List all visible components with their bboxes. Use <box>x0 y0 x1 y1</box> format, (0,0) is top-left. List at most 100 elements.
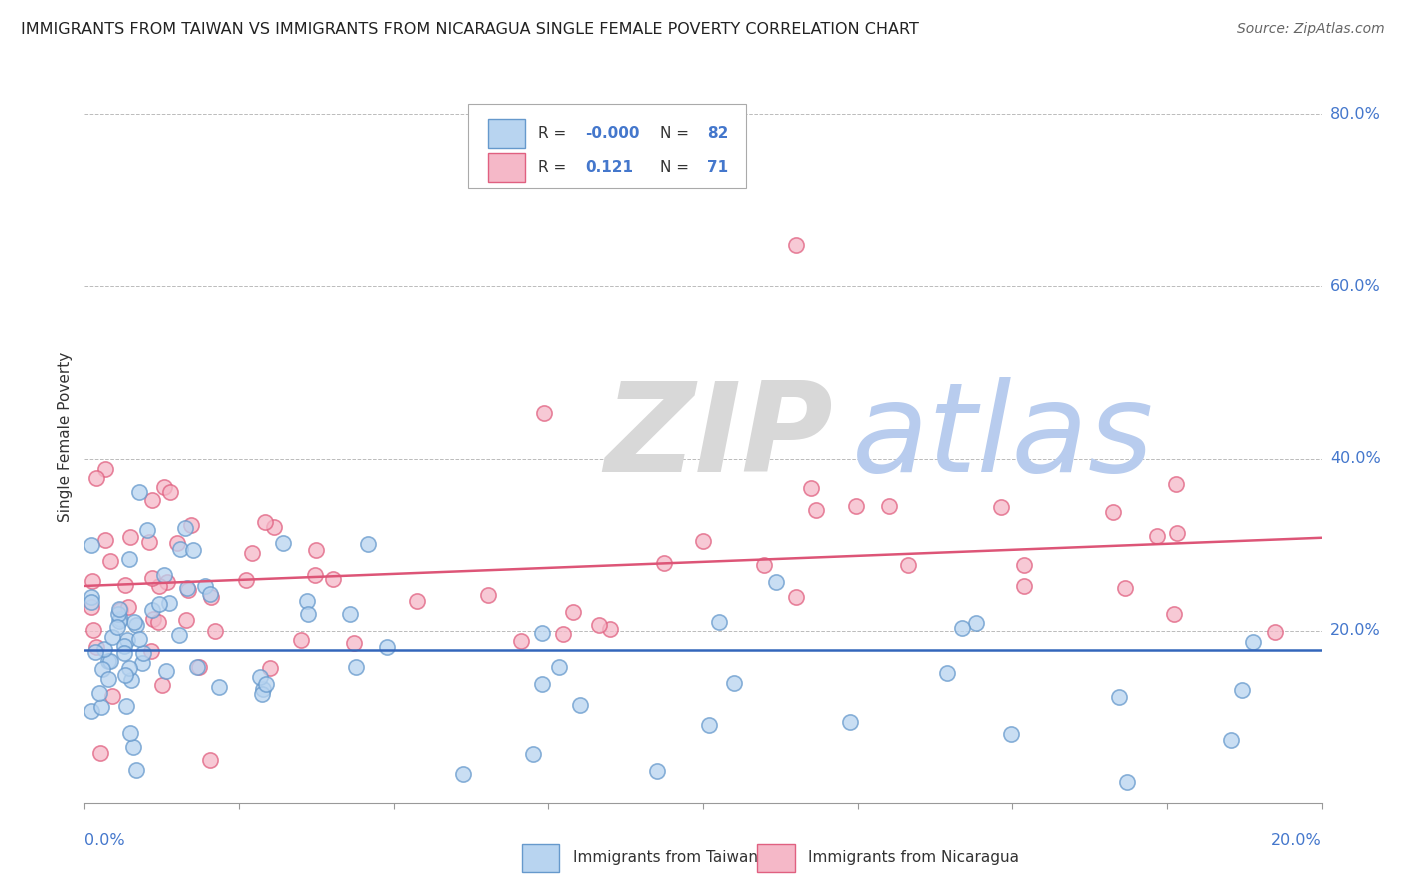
Point <box>120 673 142 688</box>
Point <box>169 541 191 556</box>
Point <box>1163 607 1185 622</box>
Point <box>131 656 153 670</box>
Point <box>709 615 731 630</box>
Point <box>204 624 226 638</box>
FancyBboxPatch shape <box>758 844 794 871</box>
Point <box>765 574 787 589</box>
Point <box>97 673 120 687</box>
Point <box>290 633 312 648</box>
Point <box>990 500 1012 514</box>
Point <box>723 676 745 690</box>
Point <box>304 543 326 558</box>
Point <box>105 620 128 634</box>
Point <box>120 530 142 544</box>
Point <box>252 687 274 701</box>
Point <box>936 665 959 680</box>
Text: 0.0%: 0.0% <box>84 833 125 848</box>
Text: IMMIGRANTS FROM TAIWAN VS IMMIGRANTS FROM NICARAGUA SINGLE FEMALE POVERTY CORREL: IMMIGRANTS FROM TAIWAN VS IMMIGRANTS FRO… <box>21 22 920 37</box>
Point <box>375 640 398 654</box>
Point <box>118 661 141 675</box>
Point <box>295 594 318 608</box>
Text: 82: 82 <box>707 126 728 141</box>
Point <box>1232 683 1254 698</box>
Point <box>89 746 111 760</box>
Point <box>79 599 101 614</box>
Point <box>1164 477 1187 491</box>
Point <box>79 705 101 719</box>
Point <box>112 640 135 654</box>
Point <box>240 546 263 560</box>
Point <box>125 764 148 778</box>
Point <box>965 615 987 630</box>
Point <box>343 636 366 650</box>
Point <box>752 558 775 573</box>
Point <box>114 578 136 592</box>
Point <box>107 602 129 616</box>
Point <box>1000 726 1022 740</box>
Point <box>84 640 107 654</box>
Point <box>562 606 585 620</box>
Point <box>785 590 807 604</box>
Point <box>107 607 129 622</box>
Point <box>94 462 117 476</box>
Point <box>153 568 176 582</box>
Point <box>339 607 361 621</box>
Point <box>259 661 281 675</box>
Text: 60.0%: 60.0% <box>1330 279 1381 294</box>
Point <box>132 646 155 660</box>
Point <box>89 685 111 699</box>
Point <box>152 480 174 494</box>
Point <box>79 538 101 552</box>
Point <box>128 632 150 646</box>
Point <box>877 500 900 514</box>
Point <box>297 607 319 622</box>
Point <box>235 574 257 588</box>
Point <box>1166 526 1188 541</box>
Point <box>80 574 103 589</box>
Point <box>141 493 163 508</box>
Point <box>208 680 231 694</box>
Point <box>186 660 208 674</box>
Point <box>174 613 197 627</box>
Point <box>344 659 367 673</box>
Point <box>128 485 150 500</box>
Point <box>121 740 143 755</box>
Point <box>115 633 138 648</box>
Point <box>84 471 107 485</box>
Point <box>98 654 121 668</box>
Point <box>271 535 294 549</box>
FancyBboxPatch shape <box>488 153 524 183</box>
Point <box>181 542 204 557</box>
Point <box>692 533 714 548</box>
Point <box>114 699 136 714</box>
Point <box>112 646 135 660</box>
Point <box>451 767 474 781</box>
Point <box>84 645 107 659</box>
Point <box>194 579 217 593</box>
Point <box>254 515 277 529</box>
Point <box>91 661 114 675</box>
Text: -0.000: -0.000 <box>585 126 640 141</box>
Point <box>166 536 188 550</box>
Point <box>141 571 163 585</box>
Point <box>79 595 101 609</box>
Point <box>551 626 574 640</box>
Point <box>510 633 533 648</box>
Point <box>156 574 179 589</box>
Point <box>249 670 271 684</box>
Point <box>136 523 159 537</box>
Point <box>97 654 120 668</box>
Point <box>1014 558 1036 572</box>
Point <box>148 579 170 593</box>
Point <box>806 503 828 517</box>
FancyBboxPatch shape <box>488 119 524 148</box>
Point <box>108 612 131 626</box>
Point <box>176 581 198 595</box>
Text: ZIP: ZIP <box>605 376 832 498</box>
Point <box>138 534 160 549</box>
Text: 20.0%: 20.0% <box>1271 833 1322 848</box>
Point <box>645 764 668 779</box>
Text: 0.121: 0.121 <box>585 161 634 176</box>
Point <box>699 718 721 732</box>
Point <box>1264 625 1286 640</box>
